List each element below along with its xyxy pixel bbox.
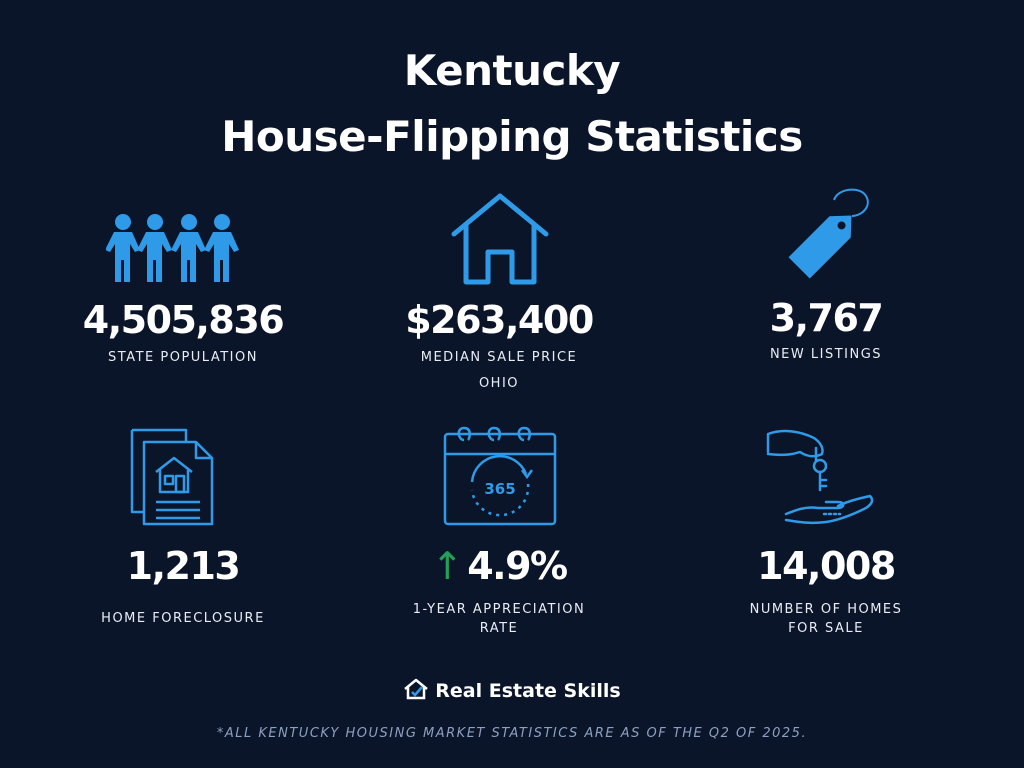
house-icon <box>451 193 549 285</box>
stat-label-appreciation-line-1: 1-YEAR APPRECIATION <box>412 602 586 617</box>
stat-label-homes-for-sale-line-1: NUMBER OF HOMES <box>749 602 903 617</box>
stat-value-appreciation: ↑ 4.9% <box>374 544 624 588</box>
calendar-365-icon: 365 <box>443 426 557 526</box>
stat-label-appreciation-line-2: RATE <box>479 621 519 636</box>
up-arrow-icon: ↑ <box>431 544 464 588</box>
brand-logo: Real Estate Skills <box>0 678 1024 702</box>
stat-value-foreclosure: 1,213 <box>126 544 241 588</box>
stat-label-median-price: MEDIAN SALE PRICE <box>420 350 578 365</box>
stat-value-median-price: $263,400 <box>405 298 594 342</box>
footnote: *ALL KENTUCKY HOUSING MARKET STATISTICS … <box>216 726 808 741</box>
stat-value-homes-for-sale: 14,008 <box>757 544 896 588</box>
svg-text:365: 365 <box>484 480 515 498</box>
stat-value-population: 4,505,836 <box>82 298 285 342</box>
stat-sublabel-median-price: OHIO <box>478 376 520 391</box>
hand-keys-icon <box>766 429 874 525</box>
documents-house-icon <box>130 428 214 526</box>
people-icon <box>106 214 239 282</box>
stat-label-foreclosure: HOME FORECLOSURE <box>101 611 265 626</box>
page-title-line-1: Kentucky <box>403 46 621 95</box>
stat-label-homes-for-sale-line-2: FOR SALE <box>788 621 864 636</box>
house-check-logo-icon <box>404 678 429 700</box>
stat-value-new-listings: 3,767 <box>769 296 884 340</box>
appreciation-value: 4.9% <box>467 544 568 588</box>
price-tag-icon <box>788 188 869 279</box>
brand-name: Real Estate Skills <box>435 680 621 702</box>
page-title-line-2: House-Flipping Statistics <box>221 112 803 161</box>
stat-label-new-listings: NEW LISTINGS <box>769 347 883 362</box>
stat-label-population: STATE POPULATION <box>108 350 258 365</box>
